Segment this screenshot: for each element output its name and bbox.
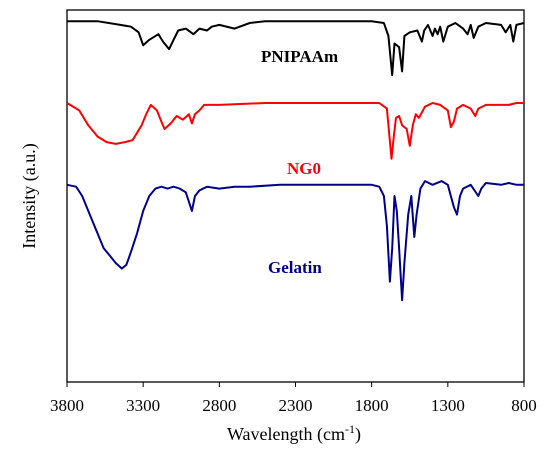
series-label-ng0: NG0	[287, 159, 321, 178]
x-axis-label-close: )	[355, 424, 361, 445]
x-axis-label: Wavelength (cm-1)	[227, 422, 361, 445]
x-tick-label: 2300	[279, 396, 313, 415]
x-tick-label: 3300	[126, 396, 160, 415]
series-label-gelatin: Gelatin	[268, 258, 322, 277]
series-label-pnipaam: PNIPAAm	[261, 47, 338, 66]
x-tick-label: 1800	[355, 396, 389, 415]
x-tick-label: 1300	[431, 396, 465, 415]
x-axis-label-superscript: -1	[345, 422, 355, 436]
series-line-ng0	[66, 102, 524, 160]
plot-area	[66, 20, 525, 302]
series-line-pnipaam	[67, 20, 525, 77]
x-tick-label: 3800	[50, 396, 84, 415]
x-tick-label: 800	[511, 396, 537, 415]
x-axis-label-text: Wavelength (cm	[227, 424, 345, 445]
y-axis-label: Intensity (a.u.)	[19, 143, 40, 248]
series-line-gelatin	[66, 180, 524, 302]
x-tick-label: 2800	[202, 396, 236, 415]
x-axis: 3800 3300 2800 2300 1800 1300 800	[50, 382, 537, 415]
